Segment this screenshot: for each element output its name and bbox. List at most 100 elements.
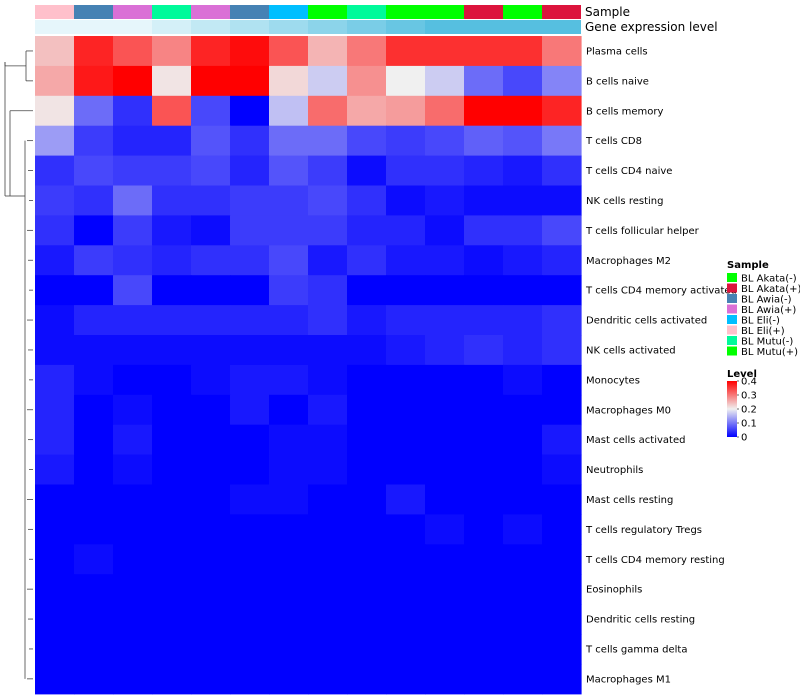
heatmap-cell: [308, 364, 348, 396]
heatmap-cell: [425, 484, 465, 515]
heatmap-cell: [269, 185, 309, 216]
heatmap-cell: [542, 65, 582, 97]
heatmap-cell: [113, 663, 153, 695]
heatmap-cell: [464, 65, 504, 97]
heatmap-cell: [113, 335, 153, 366]
sample-annotation-label: Sample: [585, 5, 630, 19]
heatmap-cell: [269, 305, 309, 336]
heatmap-cell: [347, 454, 387, 486]
heatmap-cell: [113, 95, 153, 127]
level-legend-title: Level: [727, 369, 757, 380]
heatmap-cell: [191, 394, 231, 426]
heatmap-cell: [503, 155, 543, 187]
heatmap-cell: [347, 574, 387, 605]
heatmap-cell: [386, 335, 426, 366]
heatmap-cell: [74, 424, 114, 456]
sample-annotation-cell: [152, 5, 191, 19]
heatmap-cell: [113, 215, 153, 246]
row-label: Mast cells resting: [586, 495, 673, 506]
heatmap-cell: [386, 574, 426, 605]
heatmap-cell: [464, 125, 504, 157]
heatmap-cell: [74, 514, 114, 545]
heatmap-cell: [113, 454, 153, 486]
heatmap-cell: [152, 95, 192, 127]
heatmap-cell: [269, 484, 309, 515]
level-legend-tick-label: 0.2: [741, 405, 757, 416]
heatmap-cell: [191, 514, 231, 545]
heatmap-cell: [269, 544, 309, 575]
row-label: Macrophages M2: [586, 256, 671, 267]
heatmap-cell: [152, 215, 192, 246]
heatmap-cell: [152, 484, 192, 515]
level-legend-colorbar: [727, 381, 737, 437]
heatmap-cell: [464, 514, 504, 545]
heatmap-cell: [503, 305, 543, 336]
heatmap-cell: [308, 574, 348, 605]
heatmap-cell: [152, 663, 192, 695]
heatmap-cell: [35, 275, 75, 306]
heatmap-cell: [230, 484, 270, 515]
heatmap-cell: [269, 663, 309, 695]
heatmap-cell: [347, 634, 387, 665]
heatmap-cell: [74, 125, 114, 157]
heatmap-cell: [191, 454, 231, 486]
heatmap-cell: [542, 245, 582, 276]
heatmap-cells: [35, 36, 582, 695]
heatmap-cell: [503, 65, 543, 97]
heatmap-cell: [503, 335, 543, 366]
heatmap-cell: [386, 95, 426, 127]
heatmap-cell: [347, 155, 387, 187]
heatmap-cell: [425, 36, 465, 67]
sample-annotation-cell: [542, 5, 581, 19]
level-legend-tick-label: 0.4: [741, 377, 757, 388]
sample-annotation-cell: [230, 5, 269, 19]
heatmap-cell: [425, 185, 465, 216]
heatmap-cell: [386, 185, 426, 216]
sample-legend-swatch: [727, 273, 737, 282]
heatmap-cell: [425, 634, 465, 665]
row-label: Macrophages M1: [586, 674, 671, 685]
heatmap-cell: [503, 454, 543, 486]
heatmap-cell: [35, 454, 75, 486]
gene-annotation-cell: [347, 20, 386, 34]
heatmap-cell: [74, 185, 114, 216]
heatmap-cell: [152, 604, 192, 635]
heatmap-cell: [113, 544, 153, 575]
heatmap-cell: [152, 185, 192, 216]
heatmap-cell: [386, 275, 426, 306]
heatmap-cell: [269, 215, 309, 246]
heatmap-cell: [347, 305, 387, 336]
heatmap-cell: [503, 125, 543, 157]
heatmap-cell: [230, 394, 270, 426]
heatmap-cell: [113, 394, 153, 426]
heatmap-cell: [464, 394, 504, 426]
gene-annotation-cell: [191, 20, 230, 34]
heatmap-cell: [542, 663, 582, 695]
heatmap-cell: [308, 634, 348, 665]
heatmap-cell: [230, 574, 270, 605]
heatmap-cell: [386, 215, 426, 246]
gene-annotation-cell: [113, 20, 152, 34]
gene-annotation-cell: [386, 20, 425, 34]
heatmap-cell: [35, 604, 75, 635]
gene-annotation-cell: [230, 20, 269, 34]
heatmap-cell: [386, 544, 426, 575]
heatmap-cell: [269, 65, 309, 97]
heatmap-cell: [230, 65, 270, 97]
heatmap-cell: [269, 454, 309, 486]
heatmap-cell: [308, 245, 348, 276]
heatmap-cell: [464, 305, 504, 336]
heatmap-cell: [542, 634, 582, 665]
heatmap-cell: [386, 125, 426, 157]
sample-annotation-cell: [35, 5, 74, 19]
sample-annotation-cell: [503, 5, 542, 19]
heatmap-cell: [386, 65, 426, 97]
sample-legend-label: BL Akata(+): [741, 284, 800, 295]
sample-legend-title: Sample: [727, 260, 769, 271]
heatmap-cell: [425, 364, 465, 396]
heatmap-cell: [230, 514, 270, 545]
heatmap-cell: [347, 484, 387, 515]
heatmap-cell: [35, 36, 75, 67]
gene-annotation-cell: [35, 20, 74, 34]
